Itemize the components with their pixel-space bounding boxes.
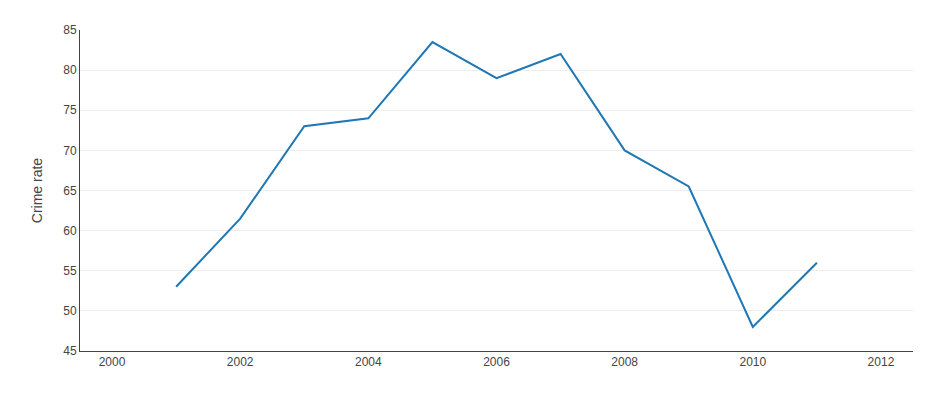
svg-text:80: 80 bbox=[63, 63, 77, 77]
svg-text:2008: 2008 bbox=[611, 355, 638, 369]
svg-text:2012: 2012 bbox=[868, 355, 895, 369]
svg-text:2010: 2010 bbox=[739, 355, 766, 369]
svg-text:50: 50 bbox=[63, 304, 77, 318]
svg-text:Crime rate: Crime rate bbox=[29, 158, 45, 224]
svg-text:85: 85 bbox=[63, 23, 77, 37]
svg-text:2000: 2000 bbox=[99, 355, 126, 369]
svg-text:2004: 2004 bbox=[355, 355, 382, 369]
svg-text:65: 65 bbox=[63, 184, 77, 198]
svg-text:55: 55 bbox=[63, 264, 77, 278]
svg-text:75: 75 bbox=[63, 103, 77, 117]
svg-text:2002: 2002 bbox=[227, 355, 254, 369]
svg-text:60: 60 bbox=[63, 224, 77, 238]
svg-text:45: 45 bbox=[63, 344, 77, 358]
svg-text:70: 70 bbox=[63, 144, 77, 158]
svg-text:2006: 2006 bbox=[483, 355, 510, 369]
